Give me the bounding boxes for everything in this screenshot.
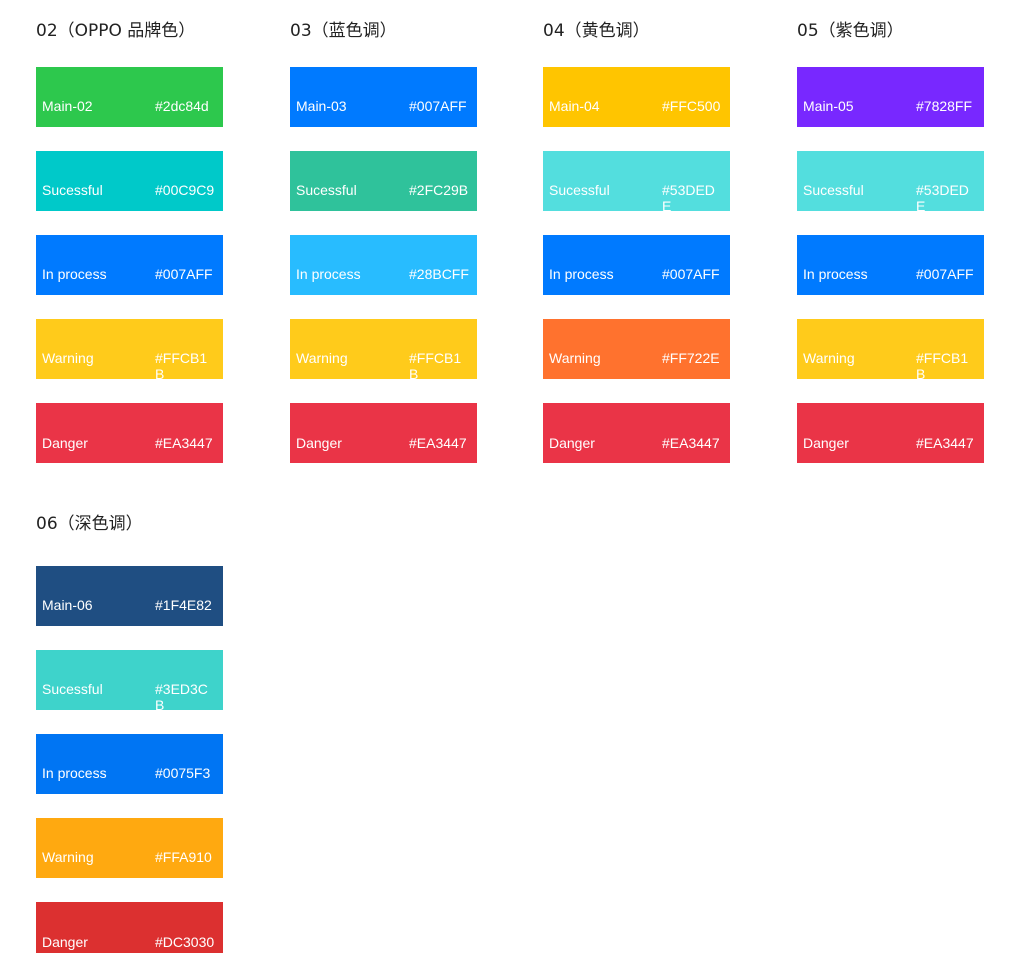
swatch-hex: #1F4E82	[155, 597, 212, 613]
swatch-hex: #EA3447	[662, 435, 720, 451]
swatch-label: In process	[42, 266, 107, 282]
swatch-danger: Danger #EA3447	[543, 403, 730, 463]
swatch-label: Sucessful	[296, 182, 357, 198]
swatch-hex: #EA3447	[155, 435, 213, 451]
swatch-successful: Sucessful #2FC29B	[290, 151, 477, 211]
swatch-hex: #007AFF	[155, 266, 213, 282]
swatch-hex: #FFCB1B	[155, 350, 208, 379]
swatch-successful: Sucessful #3ED3CB	[36, 650, 223, 710]
swatch-hex: #007AFF	[662, 266, 720, 282]
swatch-label: Sucessful	[42, 681, 103, 697]
swatch-in-process: In process #007AFF	[543, 235, 730, 295]
swatch-hex: #53DEDE	[662, 182, 715, 211]
swatch-hex: #DC3030	[155, 934, 215, 950]
swatch-hex: #7828FF	[916, 98, 973, 114]
swatch-label: Sucessful	[803, 182, 864, 198]
swatch-hex: #2FC29B	[409, 182, 469, 198]
swatch-label: Danger	[296, 435, 342, 451]
swatch-label: Main-06	[42, 597, 93, 613]
swatch-in-process: In process #0075F3	[36, 734, 223, 794]
swatch-label: Warning	[42, 350, 94, 366]
palette-title: 04（黄色调）	[543, 21, 650, 41]
swatch-label: Main-05	[803, 98, 854, 114]
swatch-hex: #EA3447	[409, 435, 467, 451]
swatch-label: Main-02	[42, 98, 93, 114]
palette-title: 03（蓝色调）	[290, 21, 397, 41]
swatch-warning: Warning #FFCB1B	[36, 319, 223, 379]
swatch-successful: Sucessful #53DEDE	[543, 151, 730, 211]
palette-title: 06（深色调）	[36, 514, 143, 534]
swatch-label: In process	[803, 266, 868, 282]
swatch-label: Warning	[803, 350, 855, 366]
swatch-label: Warning	[296, 350, 348, 366]
palette-title: 02（OPPO 品牌色）	[36, 21, 196, 41]
swatch-in-process: In process #28BCFF	[290, 235, 477, 295]
swatch-danger: Danger #EA3447	[36, 403, 223, 463]
swatch-warning: Warning #FFCB1B	[290, 319, 477, 379]
swatch-in-process: In process #007AFF	[36, 235, 223, 295]
swatch-hex: #3ED3CB	[155, 681, 208, 710]
swatch-hex: #EA3447	[916, 435, 974, 451]
swatch-label: Danger	[803, 435, 849, 451]
swatch-warning: Warning #FFCB1B	[797, 319, 984, 379]
swatch-label: Danger	[549, 435, 595, 451]
swatch-label: Main-04	[549, 98, 600, 114]
swatch-label: Sucessful	[42, 182, 103, 198]
swatch-hex: #FFCB1B	[916, 350, 969, 379]
swatch-danger: Danger #DC3030	[36, 902, 223, 953]
palette-title: 05（紫色调）	[797, 21, 904, 41]
swatch-label: In process	[549, 266, 614, 282]
swatch-hex: #53DEDE	[916, 182, 969, 211]
swatch-hex: #00C9C9	[155, 182, 215, 198]
swatch-in-process: In process #007AFF	[797, 235, 984, 295]
swatch-main: Main-04 #FFC500	[543, 67, 730, 127]
swatch-successful: Sucessful #00C9C9	[36, 151, 223, 211]
swatch-hex: #007AFF	[916, 266, 974, 282]
swatch-successful: Sucessful #53DEDE	[797, 151, 984, 211]
swatch-hex: #2dc84d	[155, 98, 209, 114]
swatch-main: Main-03 #007AFF	[290, 67, 477, 127]
swatch-hex: #FFC500	[662, 98, 721, 114]
swatch-hex: #FFA910	[155, 849, 212, 865]
swatch-label: Main-03	[296, 98, 347, 114]
swatch-main: Main-05 #7828FF	[797, 67, 984, 127]
swatch-label: In process	[296, 266, 361, 282]
swatch-hex: #FFCB1B	[409, 350, 462, 379]
swatch-label: Sucessful	[549, 182, 610, 198]
swatch-danger: Danger #EA3447	[290, 403, 477, 463]
swatch-hex: #0075F3	[155, 765, 211, 781]
swatch-label: Danger	[42, 934, 88, 950]
swatch-warning: Warning #FF722E	[543, 319, 730, 379]
swatch-main: Main-06 #1F4E82	[36, 566, 223, 626]
swatch-label: Warning	[42, 849, 94, 865]
swatch-label: Danger	[42, 435, 88, 451]
swatch-hex: #28BCFF	[409, 266, 469, 282]
swatch-danger: Danger #EA3447	[797, 403, 984, 463]
swatch-label: Warning	[549, 350, 601, 366]
swatch-warning: Warning #FFA910	[36, 818, 223, 878]
swatch-main: Main-02 #2dc84d	[36, 67, 223, 127]
swatch-hex: #FF722E	[662, 350, 720, 366]
swatch-hex: #007AFF	[409, 98, 467, 114]
swatch-label: In process	[42, 765, 107, 781]
